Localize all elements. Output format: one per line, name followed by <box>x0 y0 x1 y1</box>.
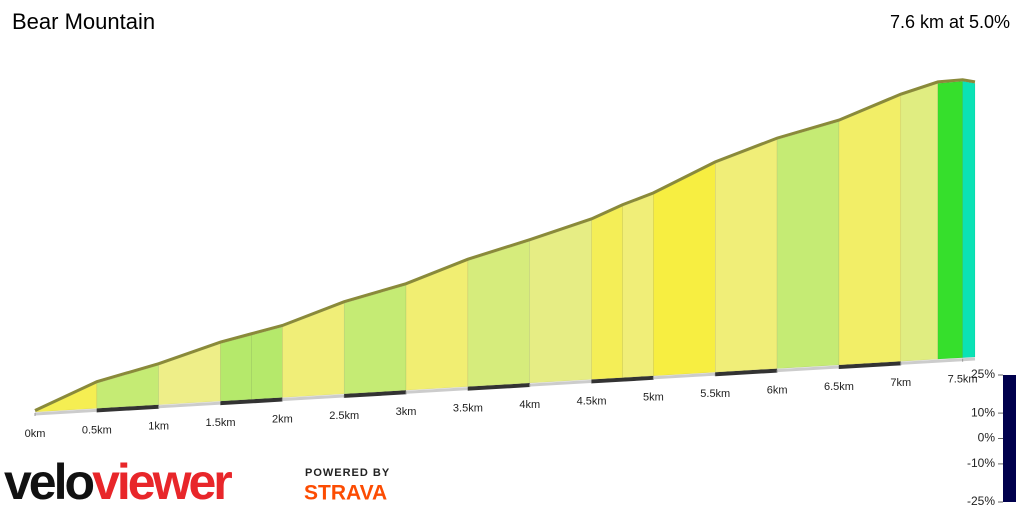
profile-segment <box>962 80 976 358</box>
base-band <box>715 368 778 377</box>
profile-top <box>34 78 976 412</box>
base-band <box>838 361 901 369</box>
strava: STRAVA <box>304 482 387 505</box>
profile-segment <box>529 219 592 384</box>
profile-segment <box>715 139 778 373</box>
powered-by: POWERED BY <box>305 467 390 479</box>
profile-segment <box>343 284 407 395</box>
base-band <box>467 383 530 391</box>
x-tick-label: 5.5km <box>700 388 730 400</box>
x-tick-label: 7.5km <box>948 374 978 386</box>
colorbar-label: 0% <box>978 431 996 445</box>
x-tick-label: 0.5km <box>82 424 112 436</box>
profile-segment <box>591 205 623 380</box>
colorbar-label: -25% <box>967 494 995 508</box>
x-tick-label: 6km <box>767 384 788 396</box>
x-tick-label: 2.5km <box>329 410 359 422</box>
profile-segment <box>282 302 345 398</box>
base-band <box>220 397 283 406</box>
colorbar-label: -10% <box>967 456 995 470</box>
x-tick-label: 0km <box>25 428 46 440</box>
logo-dark: velo <box>4 454 94 510</box>
x-tick-label: 4.5km <box>577 395 607 407</box>
logo: veloviewer <box>4 454 232 510</box>
profile-segment <box>937 80 963 360</box>
profile-segment <box>653 162 716 377</box>
base-band <box>96 404 159 413</box>
colorbar <box>1003 375 1016 502</box>
colorbar-label: 10% <box>971 405 995 419</box>
colorbar-label: 25% <box>971 367 995 381</box>
x-tick-label: 4km <box>519 399 540 411</box>
profile-segment <box>900 83 939 362</box>
chart-title: Bear Mountain <box>12 9 155 34</box>
profile-segment <box>838 95 902 366</box>
base-band <box>344 390 407 398</box>
base-band <box>591 375 654 384</box>
x-tick-label: 1.5km <box>206 417 236 429</box>
profile-segment <box>251 326 283 400</box>
profile-segment <box>220 334 252 402</box>
profile-segment <box>622 194 654 378</box>
profile-segment <box>467 240 530 387</box>
chart-subtitle: 7.6 km at 5.0% <box>890 12 1010 32</box>
x-tick-label: 6.5km <box>824 381 854 393</box>
logo-red: viewer <box>92 454 232 510</box>
x-tick-label: 1km <box>148 421 169 433</box>
x-tick-label: 3.5km <box>453 403 483 415</box>
x-tick-label: 7km <box>890 377 911 389</box>
x-tick-label: 5km <box>643 392 664 404</box>
x-tick-label: 2km <box>272 413 293 425</box>
profile-segment <box>776 121 840 369</box>
x-tick-label: 3km <box>396 406 417 418</box>
